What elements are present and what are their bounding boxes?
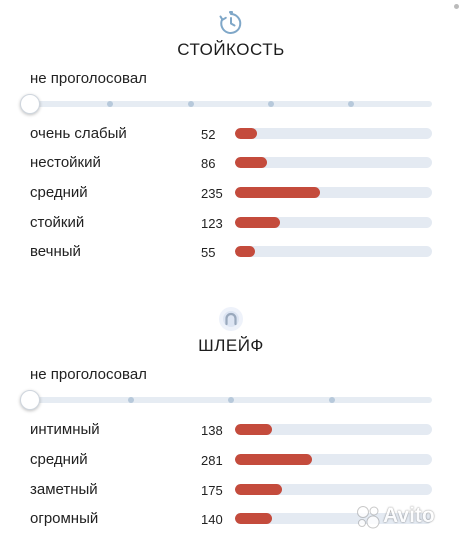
option-bar-fill [235, 128, 257, 139]
stopwatch-icon [219, 11, 242, 34]
option-count: 281 [201, 453, 223, 468]
not-voted-label: не проголосовал [30, 366, 147, 383]
option-count: 138 [201, 423, 223, 438]
option-count: 235 [201, 186, 223, 201]
avito-logo-icon [357, 506, 380, 529]
slider-thumb[interactable] [20, 390, 40, 410]
option-count: 140 [201, 512, 223, 527]
option-bar [235, 484, 432, 495]
option-label: средний [30, 184, 88, 201]
option-row: средний 235 [0, 182, 462, 204]
option-label: нестойкий [30, 154, 101, 171]
slider-tick[interactable] [128, 397, 134, 403]
section-title: СТОЙКОСТЬ [177, 40, 285, 59]
option-row: огромный 140 [0, 508, 462, 530]
option-count: 86 [201, 156, 216, 171]
slider-tick[interactable] [228, 397, 234, 403]
option-count: 123 [201, 216, 223, 231]
option-label: стойкий [30, 214, 85, 231]
section-title: ШЛЕЙФ [198, 336, 264, 355]
option-bar-fill [235, 424, 273, 435]
option-bar [235, 187, 432, 198]
option-bar [235, 424, 432, 435]
slider-track[interactable] [30, 101, 432, 107]
option-bar-fill [235, 187, 320, 198]
option-bar-fill [235, 513, 273, 524]
option-bar [235, 128, 432, 139]
option-bar [235, 217, 432, 228]
option-bar [235, 246, 432, 257]
longevity-vote-slider[interactable] [20, 94, 432, 114]
slider-tick[interactable] [329, 397, 335, 403]
watermark-text: Avito [383, 504, 435, 527]
option-bar-fill [235, 246, 255, 257]
slider-tick[interactable] [268, 101, 274, 107]
slider-tick[interactable] [188, 101, 194, 107]
option-label: очень слабый [30, 125, 127, 142]
option-bar-fill [235, 157, 267, 168]
option-count: 52 [201, 127, 216, 142]
option-row: нестойкий 86 [0, 152, 462, 174]
option-bar-fill [235, 217, 281, 228]
option-bar-fill [235, 484, 283, 495]
option-row: очень слабый 52 [0, 123, 462, 145]
option-label: интимный [30, 421, 100, 438]
option-row: средний 281 [0, 449, 462, 471]
slider-thumb[interactable] [20, 94, 40, 114]
option-label: огромный [30, 510, 99, 527]
option-label: вечный [30, 243, 81, 260]
slider-tick[interactable] [348, 101, 354, 107]
option-row: вечный 55 [0, 241, 462, 263]
option-bar-fill [235, 454, 312, 465]
option-count: 55 [201, 245, 216, 260]
trail-icon [219, 307, 243, 331]
not-voted-label: не проголосовал [30, 70, 147, 87]
option-row: стойкий 123 [0, 212, 462, 234]
option-bar [235, 454, 432, 465]
option-count: 175 [201, 483, 223, 498]
avito-watermark: Avito [355, 500, 455, 532]
option-row: интимный 138 [0, 419, 462, 441]
slider-tick[interactable] [107, 101, 113, 107]
option-bar [235, 513, 432, 524]
corner-dot [454, 4, 459, 9]
sillage-vote-slider[interactable] [20, 390, 432, 410]
option-label: заметный [30, 481, 98, 498]
option-label: средний [30, 451, 88, 468]
option-row: заметный 175 [0, 479, 462, 501]
option-bar [235, 157, 432, 168]
